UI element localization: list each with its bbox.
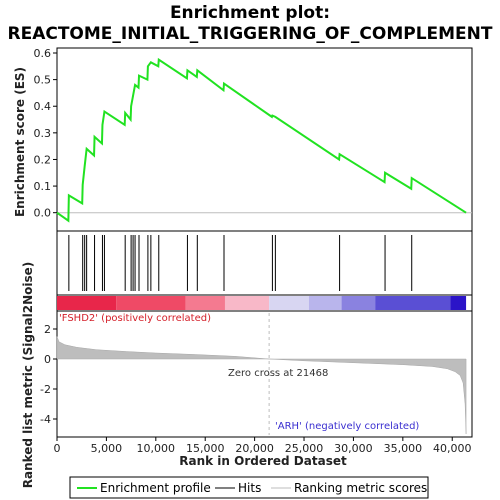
es-tick-label: 0.4: [34, 100, 52, 113]
legend-metric-label: Ranking metric scores: [294, 481, 427, 495]
heatmap-band: [57, 296, 117, 310]
zero-cross-label: Zero cross at 21468: [228, 368, 328, 379]
heatmap-band: [224, 296, 270, 310]
ranking-metric-area: [56, 336, 467, 435]
metric-ticks: 2 0 -2 -4: [40, 323, 57, 426]
es-axis-label: Enrichment score (ES): [13, 67, 27, 217]
x-tick-label: 15,000: [186, 442, 225, 455]
chart-title-line1: Enrichment plot:: [170, 3, 330, 23]
x-tick-label: 10,000: [137, 442, 176, 455]
chart-title-line2: REACTOME_INITIAL_TRIGGERING_OF_COMPLEMEN…: [8, 24, 493, 44]
x-tick-label: 0: [54, 442, 61, 455]
es-tick-label: 0.6: [34, 47, 52, 60]
heatmap-band: [450, 296, 467, 310]
metric-panel-frame: [56, 310, 473, 438]
heatmap-band: [341, 296, 376, 310]
x-tick-label: 40,000: [433, 442, 472, 455]
x-tick-label: 25,000: [285, 442, 324, 455]
positive-correlation-label: 'FSHD2' (positively correlated): [59, 313, 211, 324]
es-tick-label: 0.0: [34, 207, 52, 220]
metric-tick-label: 2: [44, 323, 51, 336]
x-axis-label: Rank in Ordered Dataset: [179, 454, 347, 468]
hits-panel-frame: [56, 230, 473, 296]
x-ticks: 0 5,000 10,000 15,000 20,000 25,000 30,000 35,0…: [54, 437, 472, 455]
heatmap-band: [308, 296, 342, 310]
es-tick-label: 0.3: [34, 127, 52, 140]
metric-axis-label: Ranked list metric (Signal2Noise): [21, 262, 35, 489]
heatmap-band: [269, 296, 309, 310]
metric-tick-label: -4: [40, 413, 51, 426]
legend-hits-label: Hits: [238, 481, 261, 495]
es-panel-frame: [56, 47, 473, 232]
legend-enrichment-label: Enrichment profile: [100, 481, 211, 495]
heatmap-bands: [57, 296, 467, 310]
metric-tick-label: -2: [40, 383, 51, 396]
metric-tick-label: 0: [44, 353, 51, 366]
negative-correlation-label: 'ARH' (negatively correlated): [275, 421, 419, 432]
es-tick-label: 0.1: [34, 180, 52, 193]
x-tick-label: 30,000: [334, 442, 373, 455]
x-tick-label: 5,000: [91, 442, 123, 455]
legend-box: [69, 476, 429, 499]
heatmap-band: [375, 296, 451, 310]
x-tick-label: 20,000: [235, 442, 274, 455]
heatmap-band: [185, 296, 225, 310]
hit-marks: [68, 235, 413, 291]
es-tick-label: 0.2: [34, 153, 52, 166]
es-ticks: 0.0 0.1 0.2 0.3 0.4 0.5 0.6: [34, 47, 57, 220]
heatmap-band: [116, 296, 186, 310]
enrichment-profile-line: [56, 57, 467, 223]
x-tick-label: 35,000: [384, 442, 423, 455]
es-tick-label: 0.5: [34, 74, 52, 87]
